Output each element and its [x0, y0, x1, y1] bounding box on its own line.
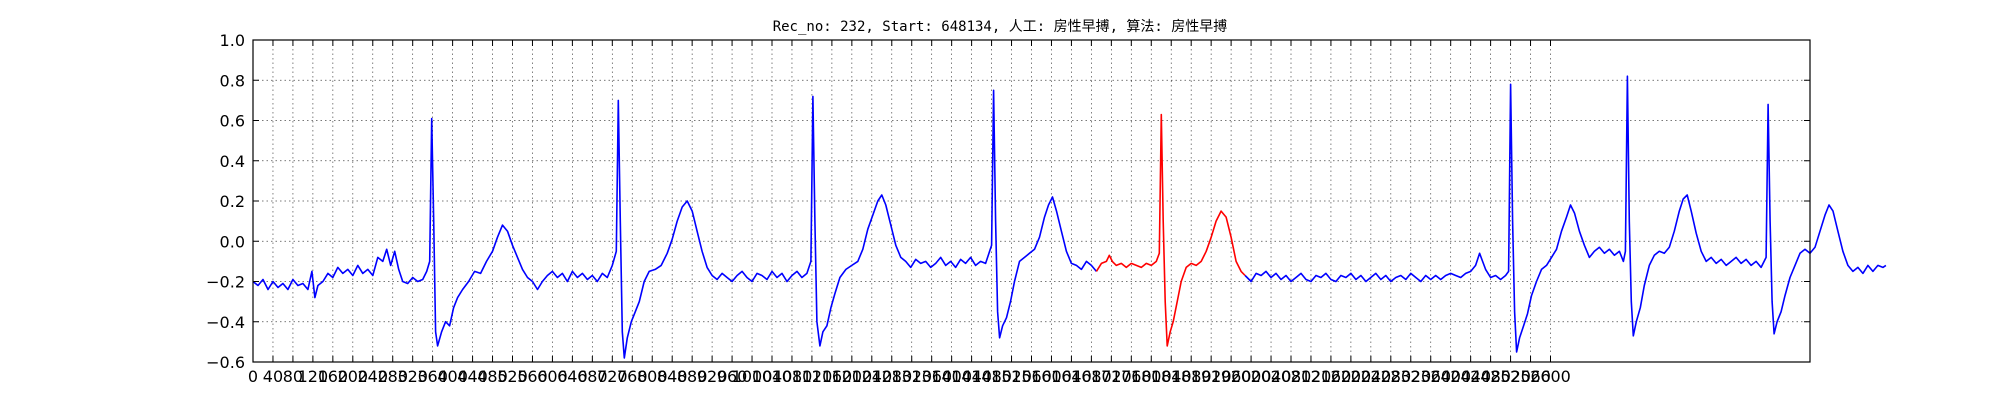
x-tick-label: 2560 [1510, 367, 1551, 386]
y-tick-label: 1.0 [220, 31, 245, 50]
x-tick-label: 1640 [1051, 367, 1092, 386]
x-tick-label: 1040 [752, 367, 793, 386]
x-tick-label: 240 [357, 367, 388, 386]
x-tick-label: 2040 [1251, 367, 1292, 386]
x-tick-label: 440 [457, 367, 488, 386]
x-tick-label: 1160 [812, 367, 853, 386]
x-axis: 0 40 8012016020024028032036040044048052056… [248, 40, 1571, 386]
x-tick-label: 2080 [1271, 367, 1312, 386]
x-tick-label: 2520 [1490, 367, 1531, 386]
x-tick-label: 2600 [1530, 367, 1571, 386]
x-tick-label: 2440 [1450, 367, 1491, 386]
x-tick-label: 1120 [792, 367, 833, 386]
x-tick-label: 1560 [1011, 367, 1052, 386]
x-tick-label: 720 [597, 367, 628, 386]
x-tick-label: 120 [298, 367, 329, 386]
y-tick-label: 0.0 [220, 232, 245, 251]
x-tick-label: 680 [577, 367, 608, 386]
x-tick-label: 520 [497, 367, 528, 386]
x-tick-label: 2160 [1311, 367, 1352, 386]
x-tick-label: 2480 [1470, 367, 1511, 386]
x-tick-label: 1800 [1131, 367, 1172, 386]
x-tick-label: 2240 [1350, 367, 1391, 386]
x-tick-label: 40 [263, 367, 283, 386]
x-tick-label: 960 [717, 367, 748, 386]
y-tick-label: −0.6 [206, 353, 245, 372]
x-tick-label: 840 [657, 367, 688, 386]
x-tick-label: 1960 [1211, 367, 1252, 386]
x-tick-label: 360 [417, 367, 448, 386]
x-tick-label: 560 [517, 367, 548, 386]
chart-title: Rec_no: 232, Start: 648134, 人工: 房性早搏, 算法… [773, 18, 1228, 35]
x-tick-label: 0 [248, 367, 258, 386]
x-tick-label: 1480 [971, 367, 1012, 386]
x-tick-label: 2000 [1231, 367, 1272, 386]
y-tick-label: 0.2 [220, 192, 245, 211]
x-tick-label: 1760 [1111, 367, 1152, 386]
x-tick-label: 1440 [951, 367, 992, 386]
x-tick-label: 2320 [1390, 367, 1431, 386]
x-tick-label: 1280 [871, 367, 912, 386]
x-tick-label: 1360 [911, 367, 952, 386]
x-tick-label: 880 [677, 367, 708, 386]
x-tick-label: 480 [477, 367, 508, 386]
x-tick-label: 640 [557, 367, 588, 386]
x-tick-label: 1600 [1031, 367, 1072, 386]
x-tick-label: 2360 [1410, 367, 1451, 386]
x-tick-label: 320 [397, 367, 428, 386]
x-tick-label: 920 [697, 367, 728, 386]
x-tick-label: 800 [637, 367, 668, 386]
x-tick-label: 280 [377, 367, 408, 386]
x-tick-label: 200 [338, 367, 369, 386]
y-tick-label: −0.4 [206, 313, 245, 332]
x-tick-label: 1920 [1191, 367, 1232, 386]
x-tick-label: 2120 [1291, 367, 1332, 386]
x-tick-label: 1320 [891, 367, 932, 386]
x-tick-label: 1240 [851, 367, 892, 386]
x-tick-label: 1200 [831, 367, 872, 386]
x-tick-label: 1080 [772, 367, 813, 386]
y-tick-label: 0.8 [220, 71, 245, 90]
x-tick-label: 2280 [1370, 367, 1411, 386]
series-layer [252, 75, 1887, 359]
x-tick-label: 1000 [732, 367, 773, 386]
y-axis: 1.0 0.8 0.6 0.4 0.2 0.0 −0.2 −0.4 −0.6 [206, 31, 1810, 372]
ecg-series-line-2 [1095, 113, 1246, 347]
x-tick-label: 80 [283, 367, 303, 386]
x-tick-label: 600 [537, 367, 568, 386]
x-tick-label: 160 [318, 367, 349, 386]
y-tick-label: 0.4 [220, 152, 245, 171]
x-tick-label: 1520 [991, 367, 1032, 386]
ecg-series-line-1 [252, 89, 1098, 359]
x-tick-label: 1720 [1091, 367, 1132, 386]
x-tick-label: 2400 [1430, 367, 1471, 386]
x-tick-label: 760 [617, 367, 648, 386]
x-tick-label: 400 [437, 367, 468, 386]
y-tick-label: −0.2 [206, 273, 245, 292]
x-tick-label: 1840 [1151, 367, 1192, 386]
x-tick-label: 1880 [1171, 367, 1212, 386]
x-tick-label: 1400 [931, 367, 972, 386]
ecg-series-line-3 [1244, 75, 1887, 353]
y-tick-label: 0.6 [220, 112, 245, 131]
x-tick-label: 2200 [1331, 367, 1372, 386]
x-tick-label: 1680 [1071, 367, 1112, 386]
